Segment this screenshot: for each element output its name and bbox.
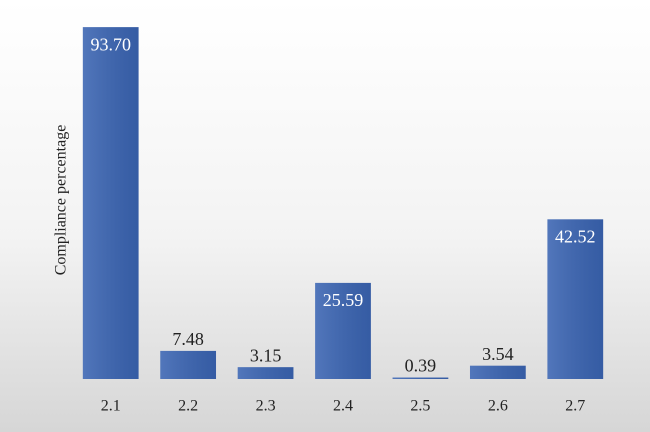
- data-label: 7.48: [172, 329, 204, 349]
- bar-shade: [392, 377, 449, 379]
- y-axis-label: Compliance percentage: [53, 125, 70, 276]
- bar-shade: [469, 365, 526, 379]
- x-tick-label: 2.1: [101, 398, 121, 415]
- data-label: 93.70: [90, 34, 131, 54]
- x-tick-label: 2.5: [410, 398, 430, 415]
- data-label: 3.15: [250, 345, 282, 365]
- data-label: 25.59: [323, 290, 364, 310]
- bar-shade: [160, 350, 217, 379]
- data-label: 42.52: [555, 226, 596, 246]
- x-tick-label: 2.3: [256, 398, 276, 415]
- data-label: 3.54: [482, 344, 514, 364]
- bar-shade: [82, 27, 139, 380]
- x-tick-label: 2.7: [565, 398, 585, 415]
- x-tick-label: 2.4: [333, 398, 353, 415]
- data-label: 0.39: [405, 356, 437, 376]
- x-tick-label: 2.2: [178, 398, 198, 415]
- bar-shade: [315, 282, 371, 379]
- bar-shade: [237, 367, 294, 379]
- x-tick-label: 2.6: [488, 398, 508, 415]
- bar-shade: [547, 219, 604, 379]
